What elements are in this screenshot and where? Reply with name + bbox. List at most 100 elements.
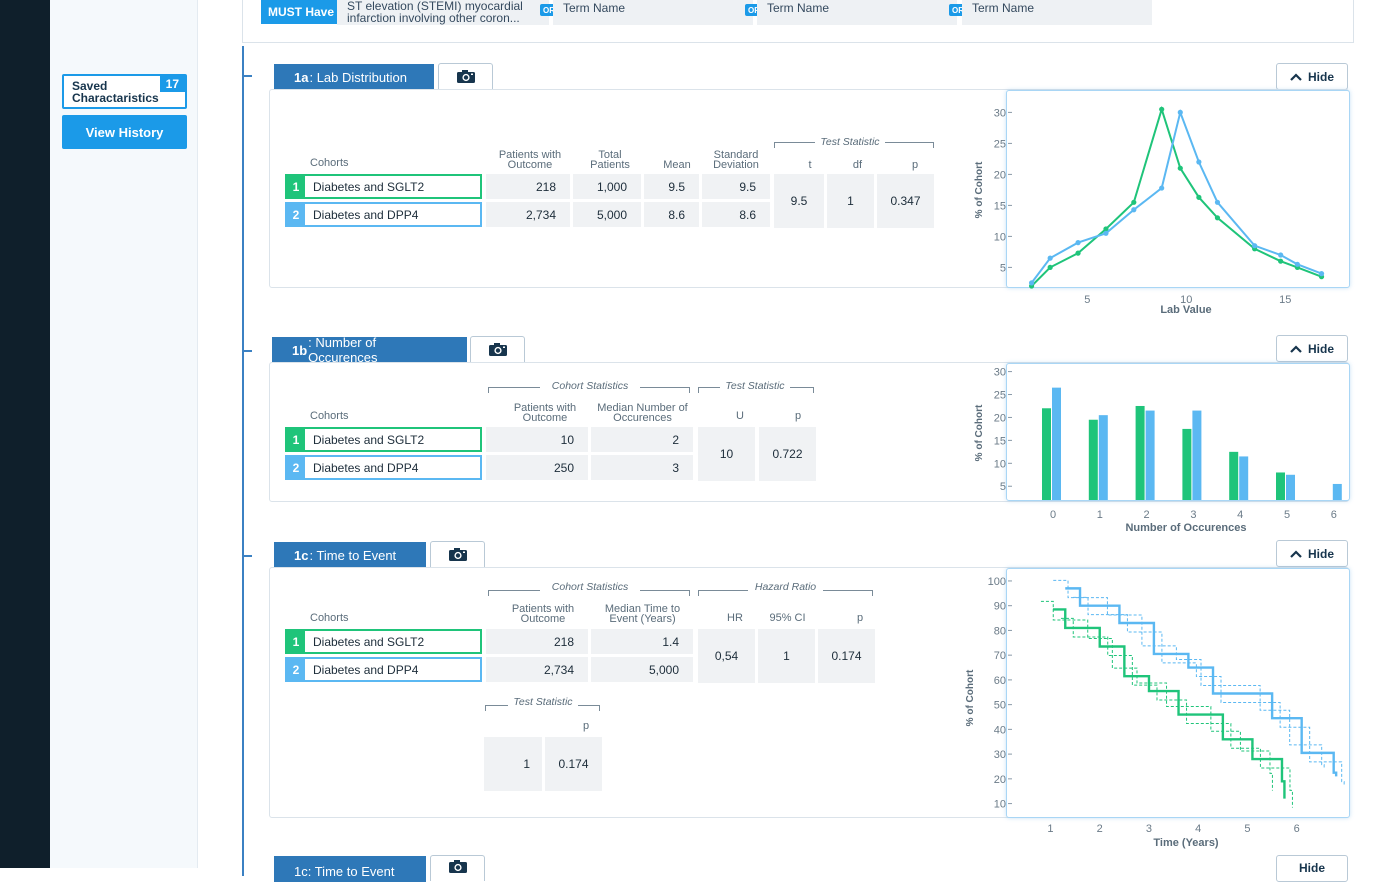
cohort-name: Diabetes and SGLT2 [313,634,425,649]
hide-label: Hide [1307,546,1334,561]
cohort-row-1[interactable]: 1 Diabetes and SGLT2 [285,629,482,654]
cohort-row-1[interactable]: 1 Diabetes and SGLT2 [285,427,482,452]
group-test-statistic: Test Statistic [720,380,790,392]
y-tick-label: 100 [988,576,1006,588]
snapshot-button[interactable] [438,63,493,89]
chevron-up-icon [1290,72,1302,81]
col-header-u: U [736,410,744,422]
cell-sd: 8.6 [702,202,770,227]
data-point [1075,250,1081,256]
y-axis-label: % of Cohort [974,404,985,461]
data-point [1252,243,1258,249]
section-1a-tab[interactable]: 1a: Lab Distribution [274,64,434,90]
cell-ci: 1 [758,629,815,683]
term-placeholder: Term Name [972,1,1035,15]
col-header-p: p [582,720,590,732]
sidebar: Saved Charactaristics 17 View History [50,0,198,868]
cell-median: 2 [591,427,693,452]
group-test-statistic: Test Statistic [508,696,578,708]
section-1d-tab[interactable]: 1c: Time to Event [274,856,426,882]
data-point [1318,271,1325,277]
term-input-1[interactable]: ST elevation (STEMI) myocardial infarcti… [337,0,549,25]
section-1b-tab[interactable]: 1b: Number of Occurences [272,335,467,365]
snapshot-button[interactable] [470,336,525,362]
x-axis-label: Number of Occurences [1125,522,1246,534]
saved-characteristics-button[interactable]: Saved Charactaristics 17 [62,74,187,109]
camera-icon [448,548,467,561]
x-tick-label: 5 [1244,823,1250,835]
x-tick-label: 3 [1146,823,1152,835]
y-tick-label: 50 [994,700,1006,712]
data-point [1131,199,1137,205]
cohort-row-2[interactable]: 2 Diabetes and DPP4 [285,202,482,227]
hide-label: Hide [1307,69,1334,84]
cohort-row-1[interactable]: 1 Diabetes and SGLT2 [285,174,482,199]
y-tick-label: 90 [994,601,1006,613]
x-tick-label: 6 [1294,823,1300,835]
saved-characteristics-label: Saved Charactaristics [72,79,159,105]
cell-p: 0.174 [818,629,875,683]
x-tick-label: 1 [1097,509,1103,521]
y-tick-label: 40 [994,724,1006,736]
cohort-name: Diabetes and DPP4 [313,460,419,475]
data-point [1131,207,1137,213]
data-point [1214,215,1221,221]
chevron-up-icon [1290,344,1302,353]
data-point [1294,261,1300,267]
term-input-4[interactable]: Term Name [962,0,1152,25]
chart-1b: 5 10 15 20 25 30 0 1 2 3 4 5 6 % of Cohort Number of O… [974,367,1342,534]
camera-icon [488,343,507,356]
cohort-name: Diabetes and DPP4 [313,207,419,222]
section-1c-id: 1c [294,547,309,563]
cohort-number: 1 [287,176,305,197]
x-tick-label: 4 [1237,509,1243,521]
criteria-card: MUST Have ST elevation (STEMI) myocardia… [242,0,1354,43]
col-header-hr: HR [727,612,743,624]
term-input-3[interactable]: Term Name [757,0,957,25]
y-tick-label: 25 [994,138,1006,150]
col-header-p: p [856,612,864,624]
bar [1332,483,1342,500]
group-hazard-ratio: Hazard Ratio [748,581,823,593]
series-line-1 [1030,105,1322,287]
section-1b-id: 1b [292,342,308,358]
chart-1a: 5 10 15 20 25 30 5 10 15 % of Cohort Lab Value [974,105,1325,316]
snapshot-button[interactable] [430,541,485,567]
x-tick-label: 2 [1144,509,1150,521]
camera-icon [448,860,467,873]
data-point [1159,185,1165,191]
bar [1098,415,1108,500]
cohort-row-2[interactable]: 2 Diabetes and DPP4 [285,657,482,682]
cell-mean: 8.6 [644,202,699,227]
cohort-row-2[interactable]: 2 Diabetes and DPP4 [285,455,482,480]
x-axis-label: Lab Value [1160,304,1211,316]
hide-button[interactable]: Hide [1276,335,1348,362]
group-test-statistic: Test Statistic [815,136,885,148]
survival-curve-2 [1065,587,1338,777]
hide-button[interactable]: Hide [1276,855,1348,882]
view-history-button[interactable]: View History [62,115,187,149]
section-1b-title: : Number of Occurences [308,335,378,365]
x-axis-label: Time (Years) [1153,837,1219,849]
y-tick-label: 30 [994,367,1006,379]
cell-patients-outcome: 2,734 [486,202,570,227]
section-1c-tab[interactable]: 1c: Time to Event [274,542,426,568]
y-tick-label: 80 [994,625,1006,637]
bar [1192,410,1202,500]
timeline-line [242,46,244,876]
hide-button[interactable]: Hide [1276,540,1348,567]
y-tick-label: 15 [994,200,1006,212]
data-point [1177,165,1183,171]
data-point [1103,226,1109,232]
cell-median: 3 [591,455,693,480]
col-header-cohorts: Cohorts [310,157,349,169]
cell-patients-outcome: 250 [486,455,588,480]
group-cohort-statistics: Cohort Statistics [540,581,640,593]
hide-button[interactable]: Hide [1276,63,1348,90]
x-tick-label: 5 [1284,509,1290,521]
term-input-2[interactable]: Term Name [553,0,753,25]
cell-p: 0.347 [877,174,934,228]
snapshot-button[interactable] [430,855,485,881]
col-header-p: p [911,159,919,171]
main-content: MUST Have ST elevation (STEMI) myocardia… [198,0,1400,882]
